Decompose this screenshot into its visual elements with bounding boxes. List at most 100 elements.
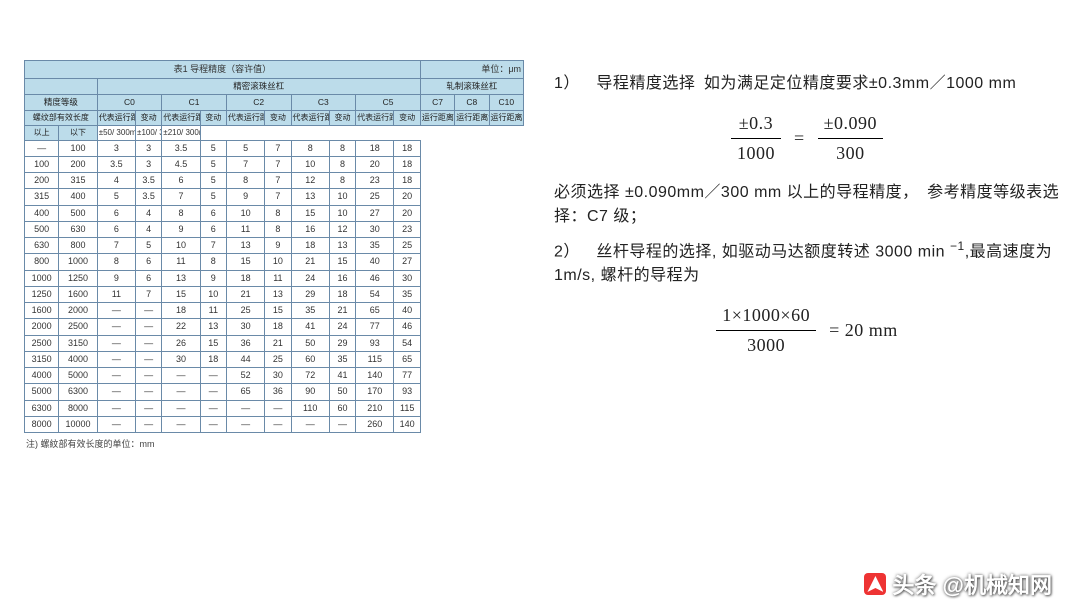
cell-lo: 8000: [25, 416, 59, 432]
cell-c8: 46: [356, 270, 394, 286]
table-row: 50006300————6536905017093: [25, 384, 524, 400]
cell-c3: 9: [200, 270, 226, 286]
cell-c9: 25: [394, 238, 420, 254]
length-label: 螺纹部有效长度: [25, 110, 98, 125]
cell-c0: 5: [97, 189, 135, 205]
cell-hi: 3150: [59, 335, 97, 351]
cell-hi: 5000: [59, 368, 97, 384]
c1-mean: 代表运行距离误差: [162, 110, 200, 125]
cell-c4: 15: [226, 254, 264, 270]
grade-c5: C5: [356, 94, 421, 110]
table-row: 31504000——30184425603511565: [25, 351, 524, 367]
grade-c8: C8: [455, 94, 489, 110]
cell-c6: 13: [291, 189, 329, 205]
cell-c9: 40: [394, 303, 420, 319]
cell-c3: —: [200, 384, 226, 400]
cell-c7: 35: [329, 351, 355, 367]
table-row: 400500648610815102720: [25, 205, 524, 221]
cell-c2: —: [162, 368, 200, 384]
cell-c2: 10: [162, 238, 200, 254]
cell-c3: 13: [200, 319, 226, 335]
cell-lo: —: [25, 140, 59, 156]
cell-c8: 115: [356, 351, 394, 367]
cell-c7: 21: [329, 303, 355, 319]
cell-c6: 15: [291, 205, 329, 221]
cell-c3: 5: [200, 140, 226, 156]
cell-c3: —: [200, 416, 226, 432]
cell-c1: 4: [136, 205, 162, 221]
cell-c6: 8: [291, 140, 329, 156]
grade-c3: C3: [291, 94, 356, 110]
cell-c2: 3.5: [162, 140, 200, 156]
cell-c5: 25: [265, 351, 291, 367]
cell-c9: 77: [394, 368, 420, 384]
grade-c2: C2: [226, 94, 291, 110]
cell-c3: 5: [200, 173, 226, 189]
watermark-text: 头条 @机械知网: [892, 568, 1052, 600]
cell-c8: 93: [356, 335, 394, 351]
f2-num: 1×1000×60: [716, 302, 816, 331]
cell-lo: 630: [25, 238, 59, 254]
cell-c0: 9: [97, 270, 135, 286]
table-row: 20031543.565871282318: [25, 173, 524, 189]
cell-c9: 115: [394, 400, 420, 416]
table-row: 63008000——————11060210115: [25, 400, 524, 416]
c3-var: 变动: [329, 110, 355, 125]
cell-c5: 7: [265, 173, 291, 189]
sup-minus1: −1: [950, 239, 965, 253]
table-unit: 单位：μm: [420, 61, 523, 79]
cell-hi: 630: [59, 221, 97, 237]
cell-c9: 18: [394, 140, 420, 156]
cell-c2: 7: [162, 189, 200, 205]
cell-c0: —: [97, 351, 135, 367]
table-row: 6308007510713918133525: [25, 238, 524, 254]
cell-c4: 5: [226, 140, 264, 156]
grade-c0: C0: [97, 94, 162, 110]
cell-c5: 36: [265, 384, 291, 400]
cell-c5: 21: [265, 335, 291, 351]
table-row: 1002003.534.55771082018: [25, 156, 524, 172]
cell-c0: —: [97, 303, 135, 319]
cell-c9: 23: [394, 221, 420, 237]
cell-lo: 3150: [25, 351, 59, 367]
cell-hi: 2000: [59, 303, 97, 319]
cell-c6: 24: [291, 270, 329, 286]
para-1-head: 1） 导程精度选择 如为满足定位精度要求±0.3mm／1000 mm: [554, 72, 1060, 96]
cell-c4: 11: [226, 221, 264, 237]
cell-c0: —: [97, 384, 135, 400]
cell-c6: 21: [291, 254, 329, 270]
cell-c4: 52: [226, 368, 264, 384]
cell-c2: 15: [162, 286, 200, 302]
cell-c6: 90: [291, 384, 329, 400]
f1-num-r: ±0.090: [818, 110, 883, 139]
cell-c0: —: [97, 319, 135, 335]
cell-c2: 4.5: [162, 156, 200, 172]
cell-c2: —: [162, 400, 200, 416]
cell-c5: 7: [265, 189, 291, 205]
cell-c4: 8: [226, 173, 264, 189]
cell-c5: —: [265, 416, 291, 432]
cell-c7: 16: [329, 270, 355, 286]
c2-mean: 代表运行距离误差: [226, 110, 264, 125]
cell-c5: 13: [265, 286, 291, 302]
cell-lo: 4000: [25, 368, 59, 384]
f1-num-l: ±0.3: [731, 110, 781, 139]
cell-c4: 13: [226, 238, 264, 254]
section-precision: 精密滚珠丝杠: [97, 79, 420, 95]
cell-lo: 200: [25, 173, 59, 189]
cell-c0: 3.5: [97, 156, 135, 172]
cell-c5: 9: [265, 238, 291, 254]
cell-c0: 6: [97, 205, 135, 221]
cell-c8: 40: [356, 254, 394, 270]
cell-lo: 500: [25, 221, 59, 237]
cell-c3: 6: [200, 221, 226, 237]
grade-c10: C10: [489, 94, 523, 110]
table-row: 16002000——1811251535216540: [25, 303, 524, 319]
cell-c7: 13: [329, 238, 355, 254]
cell-hi: 2500: [59, 319, 97, 335]
cell-c1: —: [136, 400, 162, 416]
cell-c3: 11: [200, 303, 226, 319]
table-row: 800010000————————260140: [25, 416, 524, 432]
toutiao-icon: [864, 573, 886, 595]
cell-c1: 3: [136, 140, 162, 156]
